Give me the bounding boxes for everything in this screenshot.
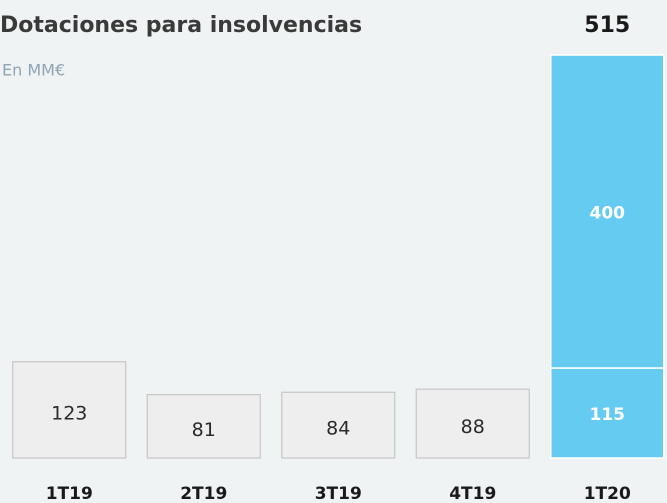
chart-title: Dotaciones para insolvencias	[0, 13, 362, 38]
bar-segment	[281, 391, 396, 459]
chart-subtitle: En MM€	[2, 61, 65, 80]
x-tick-label: 4T19	[449, 484, 496, 503]
x-tick-label: 3T19	[315, 484, 362, 503]
x-tick-label: 2T19	[180, 484, 227, 503]
bar-segment	[415, 388, 530, 459]
value-label: 81	[192, 419, 216, 441]
value-label: 123	[51, 402, 87, 424]
value-label: 84	[326, 418, 350, 440]
value-label: 88	[461, 416, 485, 438]
bar-segment	[12, 361, 127, 459]
bar-segment	[550, 54, 665, 369]
x-tick-label: 1T20	[584, 484, 631, 503]
total-label: 515	[584, 13, 630, 38]
x-tick-label: 1T19	[46, 484, 93, 503]
value-label: 115	[590, 405, 626, 425]
bar-segment	[146, 394, 261, 459]
bar-segment	[550, 367, 665, 459]
value-label: 400	[590, 204, 626, 224]
